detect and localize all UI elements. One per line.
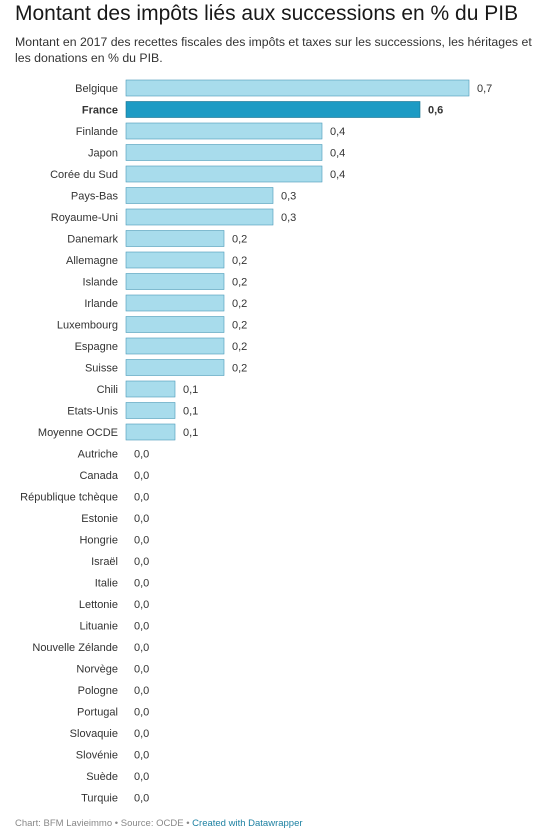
- category-label-danemark: Danemark: [67, 234, 118, 246]
- category-label-turquie: Turquie: [81, 793, 118, 805]
- bar-royaume-uni: [125, 208, 274, 226]
- bar-chart: Belgique 0,7 France 0,6 Finlande 0,4 Japon 0,4 C…: [20, 79, 492, 805]
- bar-pays-bas: [125, 187, 274, 204]
- bar-chili: [125, 380, 176, 398]
- category-label-suede: Suède: [86, 771, 118, 783]
- value-label-danemark: 0,2: [232, 234, 247, 246]
- bar-coree-du-sud: [125, 165, 323, 183]
- category-label-chili: Chili: [97, 384, 118, 396]
- value-label-slovaquie: 0,0: [134, 728, 149, 740]
- category-label-italie: Italie: [95, 578, 118, 590]
- value-label-luxembourg: 0,2: [232, 320, 247, 332]
- value-label-espagne: 0,2: [232, 341, 247, 353]
- category-label-slovenie: Slovénie: [76, 750, 118, 762]
- category-label-suisse: Suisse: [85, 363, 118, 375]
- value-label-slovenie: 0,0: [134, 750, 149, 762]
- value-label-portugal: 0,0: [134, 707, 149, 719]
- value-label-suisse: 0,2: [232, 363, 247, 375]
- value-label-canada: 0,0: [134, 470, 149, 482]
- category-label-pologne: Pologne: [78, 685, 118, 697]
- category-label-hongrie: Hongrie: [79, 535, 118, 547]
- value-label-islande: 0,2: [232, 277, 247, 289]
- category-label-nouvelle-zelande: Nouvelle Zélande: [32, 642, 118, 654]
- source-note: Chart: BFM Lavieimmo • Source: OCDE •: [15, 818, 193, 829]
- category-label-moyenne-ocde: Moyenne OCDE: [38, 427, 118, 439]
- category-label-estonie: Estonie: [81, 513, 118, 525]
- category-label-irlande: Irlande: [84, 298, 118, 310]
- value-label-italie: 0,0: [134, 578, 149, 590]
- value-label-japon: 0,4: [330, 148, 345, 160]
- value-label-hongrie: 0,0: [134, 535, 149, 547]
- value-label-pologne: 0,0: [134, 685, 149, 697]
- value-label-lituanie: 0,0: [134, 621, 149, 633]
- value-label-norvege: 0,0: [134, 664, 149, 676]
- bar-finlande: [125, 122, 323, 140]
- value-label-royaume-uni: 0,3: [281, 212, 296, 224]
- category-label-canada: Canada: [79, 470, 118, 482]
- category-label-allemagne: Allemagne: [66, 255, 118, 267]
- bar-belgique: [125, 79, 470, 97]
- value-label-belgique: 0,7: [477, 83, 492, 95]
- value-label-nouvelle-zelande: 0,0: [134, 642, 149, 654]
- category-label-portugal: Portugal: [77, 707, 118, 719]
- value-label-estonie: 0,0: [134, 513, 149, 525]
- value-label-irlande: 0,2: [232, 298, 247, 310]
- category-label-luxembourg: Luxembourg: [57, 320, 118, 332]
- category-label-espagne: Espagne: [75, 341, 118, 353]
- category-label-royaume-uni: Royaume-Uni: [51, 212, 118, 224]
- value-label-coree-du-sud: 0,4: [330, 169, 345, 181]
- value-label-allemagne: 0,2: [232, 255, 247, 267]
- chart-title: Montant des impôts liés aux successions …: [15, 2, 519, 25]
- category-label-japon: Japon: [88, 148, 118, 160]
- value-label-turquie: 0,0: [134, 793, 149, 805]
- value-label-autriche: 0,0: [134, 449, 149, 461]
- category-label-france: France: [82, 105, 118, 117]
- category-label-lituanie: Lituanie: [79, 621, 118, 633]
- value-label-etats-unis: 0,1: [183, 406, 198, 418]
- chart-subtitle: Montant en 2017 des recettes fiscales de…: [15, 35, 532, 65]
- value-label-lettonie: 0,0: [134, 599, 149, 611]
- bar-etats-unis: [125, 402, 176, 419]
- category-label-islande: Islande: [83, 277, 118, 289]
- category-label-autriche: Autriche: [78, 449, 118, 461]
- bar-espagne: [125, 337, 225, 355]
- chart-footer: Chart: BFM Lavieimmo • Source: OCDE • Cr…: [15, 818, 303, 829]
- category-label-republique-tcheque: République tchèque: [20, 492, 118, 504]
- bar-irlande: [125, 294, 225, 312]
- bar-allemagne: [125, 251, 225, 269]
- bar-luxembourg: [125, 316, 225, 333]
- category-label-belgique: Belgique: [75, 83, 118, 95]
- category-label-coree-du-sud: Corée du Sud: [50, 169, 118, 181]
- value-label-pays-bas: 0,3: [281, 191, 296, 203]
- value-label-israel: 0,0: [134, 556, 149, 568]
- category-label-slovaquie: Slovaquie: [70, 728, 118, 740]
- category-label-israel: Israël: [91, 556, 118, 568]
- value-label-moyenne-ocde: 0,1: [183, 427, 198, 439]
- category-label-lettonie: Lettonie: [79, 599, 118, 611]
- bar-japon: [125, 144, 323, 161]
- value-label-chili: 0,1: [183, 384, 198, 396]
- bar-france: [125, 101, 421, 118]
- bar-danemark: [125, 230, 225, 247]
- category-label-norvege: Norvège: [76, 664, 118, 676]
- value-label-republique-tcheque: 0,0: [134, 492, 149, 504]
- category-label-etats-unis: Etats-Unis: [67, 406, 118, 418]
- value-label-finlande: 0,4: [330, 126, 345, 138]
- category-label-pays-bas: Pays-Bas: [71, 191, 119, 203]
- value-label-suede: 0,0: [134, 771, 149, 783]
- category-label-finlande: Finlande: [76, 126, 118, 138]
- bar-suisse: [125, 359, 225, 376]
- bar-moyenne-ocde: [125, 423, 176, 441]
- datawrapper-credit-link[interactable]: Created with Datawrapper: [192, 818, 303, 829]
- bar-islande: [125, 273, 225, 290]
- value-label-france: 0,6: [428, 105, 443, 117]
